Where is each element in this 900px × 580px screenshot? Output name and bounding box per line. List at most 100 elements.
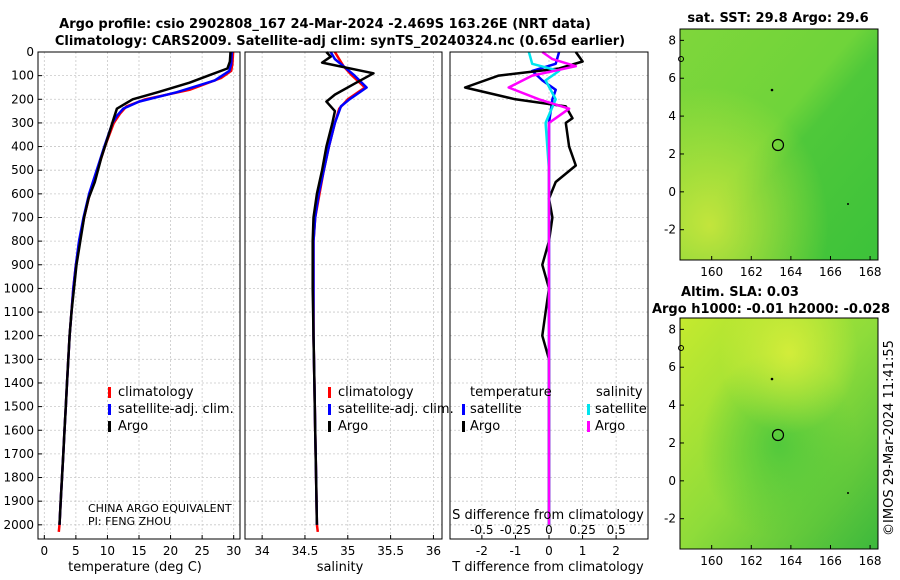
x-tick-label: 35.5 xyxy=(377,544,404,558)
x-tick-label: 15 xyxy=(131,544,146,558)
x-tick-label: 5 xyxy=(72,544,80,558)
y-tick-label: 200 xyxy=(11,92,34,106)
map-x-tick-label: 160 xyxy=(700,554,723,568)
salinity-xlabel: salinity xyxy=(317,560,364,575)
map-x-tick-label: 160 xyxy=(700,265,723,279)
sst-map-frame xyxy=(679,28,879,261)
map-y-tick-label: 4 xyxy=(668,109,676,123)
difference-legend: temperature salinity satellite Argo sate… xyxy=(462,385,647,434)
series-salinity-argo xyxy=(507,50,578,525)
legend-swatch-satellite xyxy=(108,404,111,415)
temperature-legend: climatology satellite-adj. clim. Argo xyxy=(108,385,234,434)
map-y-tick-label: 0 xyxy=(668,474,676,488)
map-x-tick-label: 162 xyxy=(740,265,763,279)
s-tick-label: 0.25 xyxy=(569,523,596,537)
legend-label-satellite: satellite-adj. clim. xyxy=(338,402,454,417)
sla-map-frame xyxy=(679,317,879,550)
sla-argo-marker xyxy=(771,428,785,442)
map-x-tick-label: 168 xyxy=(859,265,882,279)
legend-label-s-argo: Argo xyxy=(595,419,625,434)
salinity-axes-frame xyxy=(244,51,443,540)
legend-label-climatology: climatology xyxy=(338,385,414,400)
map-y-tick-label: 6 xyxy=(668,71,676,85)
legend-label-climatology: climatology xyxy=(118,385,194,400)
y-tick-label: 1700 xyxy=(3,447,34,461)
legend-swatch-s-argo xyxy=(587,421,590,432)
difference-panel: -2 -1 0 1 2 -0.5 -0.25 0 0.25 0.5 S difference f… xyxy=(449,50,649,575)
y-tick-label: 900 xyxy=(11,258,34,272)
legend-swatch-s-satellite xyxy=(587,404,590,415)
s-tick-label: 0.5 xyxy=(607,523,626,537)
x-tick-label: 10 xyxy=(100,544,115,558)
sst-island-dot xyxy=(847,203,849,205)
map-y-tick-label: -2 xyxy=(664,512,676,526)
sla-island-dot xyxy=(847,492,849,494)
legend-swatch-argo xyxy=(328,421,331,432)
x-tick-label: 0 xyxy=(40,544,48,558)
y-tick-label: 400 xyxy=(11,140,34,154)
sla-high-region xyxy=(680,318,878,549)
sla-island-dot xyxy=(770,377,774,381)
legend-label-satellite: satellite-adj. clim. xyxy=(118,402,234,417)
sla-map-title: Altim. SLA: 0.03 xyxy=(681,285,799,300)
y-tick-label: 1600 xyxy=(3,423,34,437)
x-tick-label: 25 xyxy=(194,544,209,558)
legend-swatch-argo xyxy=(108,421,111,432)
map-x-tick-label: 166 xyxy=(819,265,842,279)
legend-label-s-satellite: satellite xyxy=(595,402,647,417)
map-y-tick-label: 8 xyxy=(668,322,676,336)
sst-argo-marker xyxy=(771,138,785,152)
t-difference-xlabel: T difference from climatology xyxy=(451,560,644,575)
x-tick-label: 2 xyxy=(612,544,620,558)
y-tick-label: 1900 xyxy=(3,494,34,508)
figure-title: Argo profile: csio 2902808_167 24-Mar-20… xyxy=(59,17,591,32)
x-tick-label: -1 xyxy=(509,544,521,558)
map-y-tick-label: 0 xyxy=(668,185,676,199)
s-tick-label: -0.5 xyxy=(470,523,493,537)
credit-line-1: CHINA ARGO EQUIVALENT xyxy=(88,502,232,515)
legend-swatch-climatology xyxy=(108,387,111,398)
sst-map: sat. SST: 29.8 Argo: 29.6 160 162 164 166 16… xyxy=(664,11,882,279)
credit-line-2: PI: FENG ZHOU xyxy=(88,515,171,528)
x-tick-label: 34 xyxy=(254,544,269,558)
y-tick-label: 300 xyxy=(11,116,34,130)
map-y-tick-label: 8 xyxy=(668,33,676,47)
y-tick-label: 1500 xyxy=(3,400,34,414)
legend-title-salinity: salinity xyxy=(596,385,643,400)
map-y-tick-label: 6 xyxy=(668,360,676,374)
map-y-tick-label: 2 xyxy=(668,436,676,450)
y-tick-label: 1000 xyxy=(3,281,34,295)
series-climatology xyxy=(312,51,367,533)
series-argo xyxy=(311,51,375,525)
sla-map-subtitle: Argo h1000: -0.01 h2000: -0.028 xyxy=(652,302,890,317)
temperature-panel: 0 5 10 15 20 25 30 0 100 200 300 400 500 600 700 800 90… xyxy=(3,45,241,575)
map-x-tick-label: 164 xyxy=(779,554,802,568)
s-tick-label: -0.25 xyxy=(500,523,531,537)
x-tick-label: 30 xyxy=(226,544,241,558)
map-y-tick-label: -2 xyxy=(664,223,676,237)
temperature-xlabel: temperature (deg C) xyxy=(68,560,202,575)
map-x-tick-label: 162 xyxy=(740,554,763,568)
y-tick-label: 1200 xyxy=(3,329,34,343)
legend-label-t-satellite: satellite xyxy=(470,402,522,417)
y-tick-label: 0 xyxy=(26,45,34,59)
series-argo xyxy=(58,51,232,525)
legend-swatch-t-argo xyxy=(462,421,465,432)
y-tick-label: 2000 xyxy=(3,518,34,532)
s-tick-label: 0 xyxy=(545,523,553,537)
series-satellite-adj-clim xyxy=(58,51,234,525)
map-x-tick-label: 168 xyxy=(859,554,882,568)
map-y-tick-label: 2 xyxy=(668,147,676,161)
legend-swatch-t-satellite xyxy=(462,404,465,415)
sst-warm-region xyxy=(680,29,878,260)
sst-map-title: sat. SST: 29.8 Argo: 29.6 xyxy=(687,11,868,26)
legend-label-argo: Argo xyxy=(338,419,368,434)
y-tick-label: 1100 xyxy=(3,305,34,319)
sst-island-marker xyxy=(678,56,684,62)
x-tick-label: 35 xyxy=(340,544,355,558)
x-tick-label: -2 xyxy=(476,544,488,558)
legend-label-argo: Argo xyxy=(118,419,148,434)
salinity-legend: climatology satellite-adj. clim. Argo xyxy=(328,385,454,434)
y-tick-label: 1400 xyxy=(3,376,34,390)
s-difference-label: S difference from climatology xyxy=(452,508,644,523)
